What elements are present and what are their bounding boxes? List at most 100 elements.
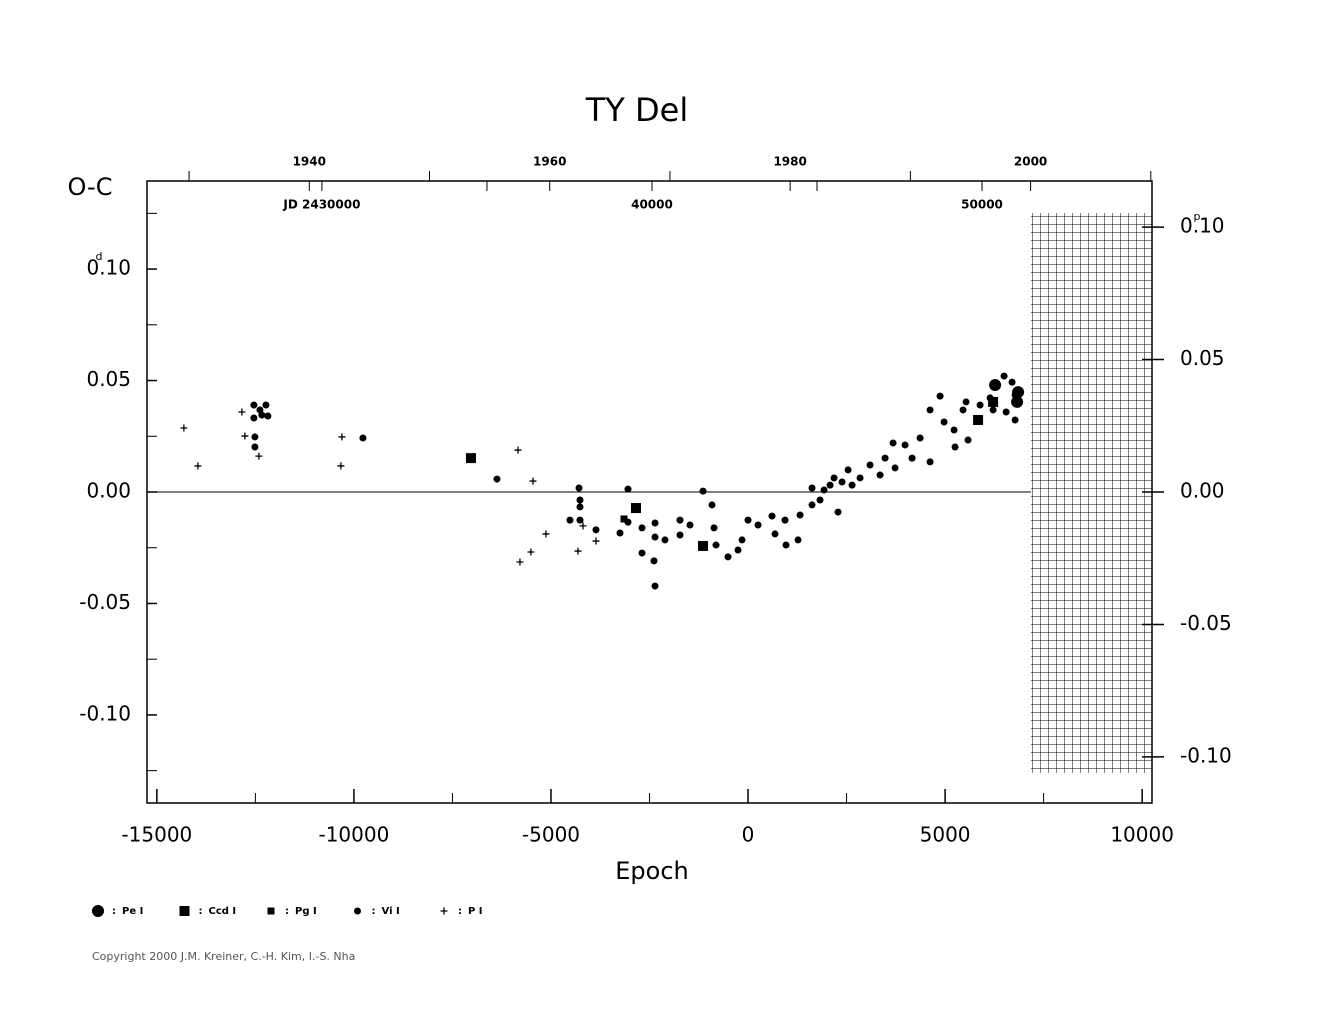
point <box>651 519 659 527</box>
point <box>989 378 1002 391</box>
point <box>493 475 501 483</box>
y2-unit: p <box>1194 210 1201 223</box>
year-tick-label: 2000 <box>1014 155 1047 169</box>
point <box>744 516 752 524</box>
point <box>638 549 646 557</box>
legend-separator: : <box>199 906 203 917</box>
point <box>592 537 600 545</box>
copyright: Copyright 2000 J.M. Kreiner, C.-H. Kim, … <box>92 950 355 963</box>
point <box>698 540 709 551</box>
point <box>241 432 249 440</box>
point <box>838 478 846 486</box>
legend-marker <box>92 905 104 917</box>
point <box>676 516 684 524</box>
point <box>686 521 694 529</box>
point <box>1002 408 1010 416</box>
point <box>856 474 864 482</box>
legend-label: Pg I <box>295 906 317 917</box>
point <box>808 501 816 509</box>
future-hatch <box>1031 213 1152 773</box>
point <box>250 401 258 409</box>
legend-label: Ccd I <box>209 906 237 917</box>
point <box>988 396 999 407</box>
point <box>359 434 367 442</box>
point <box>576 516 584 524</box>
point <box>738 536 746 544</box>
point <box>180 424 188 432</box>
point <box>576 503 584 511</box>
y2-tick-label: -0.10 <box>1180 743 1232 767</box>
point <box>630 503 641 514</box>
point <box>834 508 842 516</box>
point <box>820 486 828 494</box>
y-tick-label: -0.10 <box>79 701 131 725</box>
x-tick-label: 0 <box>742 823 755 847</box>
point <box>940 418 948 426</box>
point <box>781 516 789 524</box>
point <box>251 433 259 441</box>
point <box>796 511 804 519</box>
chart-title: TY Del <box>585 91 688 129</box>
point <box>264 412 272 420</box>
point <box>808 484 816 492</box>
legend-separator: : <box>372 906 376 917</box>
legend-separator: : <box>458 906 462 917</box>
y-axis-label: O-C <box>68 173 113 201</box>
point <box>926 406 934 414</box>
point <box>624 518 632 526</box>
point <box>908 454 916 462</box>
point <box>816 496 824 504</box>
point <box>576 496 584 504</box>
point <box>782 541 790 549</box>
point <box>986 394 994 402</box>
point <box>844 466 852 474</box>
point <box>1011 416 1019 424</box>
legend-separator: : <box>112 906 116 917</box>
y-tick-label: -0.05 <box>79 590 131 614</box>
point <box>754 521 762 529</box>
point <box>708 501 716 509</box>
point <box>251 443 259 451</box>
y-unit: d <box>96 250 103 263</box>
y2-tick-label: 0.05 <box>1180 346 1225 370</box>
point <box>258 411 266 419</box>
jd-tick-label: JD 2430000 <box>282 198 360 212</box>
point <box>651 582 659 590</box>
point <box>951 443 959 451</box>
year-tick-label: 1980 <box>773 155 806 169</box>
point <box>566 516 574 524</box>
point <box>768 512 776 520</box>
point <box>712 541 720 549</box>
point <box>638 524 646 532</box>
point <box>936 392 944 400</box>
point <box>527 548 535 556</box>
point <box>962 398 970 406</box>
year-tick-label: 1960 <box>533 155 566 169</box>
point <box>891 464 899 472</box>
point <box>1011 391 1019 399</box>
y2-tick-label: 0.00 <box>1180 479 1225 503</box>
point <box>661 536 669 544</box>
point <box>1011 395 1024 408</box>
legend-label: Pe I <box>122 906 143 917</box>
point <box>262 401 270 409</box>
point <box>950 426 958 434</box>
point <box>881 454 889 462</box>
point <box>574 547 582 555</box>
point <box>848 481 856 489</box>
point <box>734 546 742 554</box>
legend-label: Vi I <box>382 906 400 917</box>
x-axis-label: Epoch <box>615 857 689 885</box>
point <box>989 406 997 414</box>
point <box>973 414 984 425</box>
y2-tick-label: -0.05 <box>1180 611 1232 635</box>
point <box>1008 378 1016 386</box>
point <box>250 414 258 422</box>
point <box>624 485 632 493</box>
year-tick-label: 1940 <box>293 155 326 169</box>
point <box>592 526 600 534</box>
point <box>830 474 838 482</box>
point <box>338 433 346 441</box>
point <box>889 439 897 447</box>
